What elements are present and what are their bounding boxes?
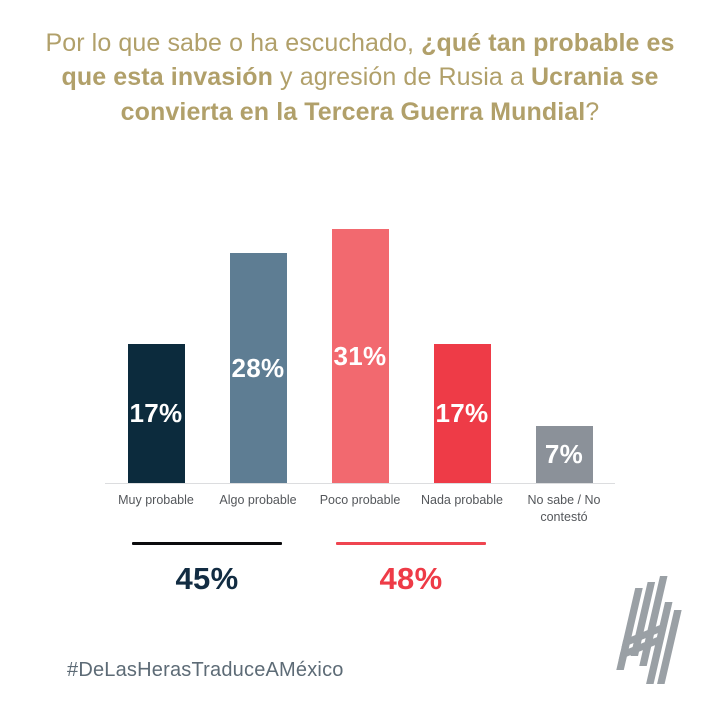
- bar-value-label: 17%: [435, 398, 489, 428]
- bar: 7%: [535, 426, 593, 483]
- bar-chart: 17% 28% 31% 17% 7% Muy probable Algo probable…: [105, 228, 615, 621]
- hashtag-text: #DeLasHerasTraduceAMéxico: [67, 659, 344, 681]
- group-underline: [132, 541, 282, 545]
- title-segment: y agresión de Rusia a: [273, 63, 532, 92]
- category-label: No sabe / No contestó: [527, 493, 601, 524]
- bar-value-label: 31%: [333, 340, 387, 371]
- bar-column: 17%: [105, 228, 207, 483]
- title-segment: ¿qué tan probable es que esta invasión: [61, 29, 675, 92]
- group-percentage: 45%: [175, 560, 239, 596]
- bar: 17%: [127, 344, 185, 483]
- bar: 17%: [433, 344, 491, 483]
- category-label: Muy probable: [118, 493, 194, 507]
- group-summary: 45%: [105, 526, 309, 597]
- category-label: Algo probable: [219, 493, 297, 507]
- group-summary-row: 45% 48%: [105, 526, 615, 621]
- title-segment: ?: [585, 97, 600, 126]
- brand-logo-icon: [616, 576, 682, 684]
- bar-column: 31%: [309, 228, 411, 483]
- bar-column: 17%: [411, 228, 513, 483]
- title-segment: Ucrania se convierta en la Tercera Guerr…: [120, 63, 659, 126]
- bar-value-label: 28%: [231, 352, 285, 383]
- bar: 28%: [229, 253, 287, 483]
- title-segment: Por lo que sabe o ha escuchado,: [45, 29, 422, 57]
- category-label: Nada probable: [420, 493, 503, 507]
- bar-column: 7%: [513, 228, 615, 483]
- group-underline: [336, 541, 486, 545]
- bar-value-label: 17%: [129, 398, 183, 428]
- category-label: Poco probable: [319, 493, 401, 507]
- bar: 31%: [331, 229, 389, 483]
- plot-area: 17% 28% 31% 17% 7%: [105, 228, 615, 484]
- category-axis: Muy probable Algo probable Poco probable Na…: [105, 484, 615, 526]
- bar-column: 28%: [207, 228, 309, 483]
- survey-question-title: Por lo que sabe o ha escuchado, ¿qué tan…: [38, 26, 682, 129]
- bar-value-label: 7%: [544, 439, 584, 469]
- group-percentage: 48%: [379, 560, 443, 596]
- group-summary: 48%: [309, 526, 513, 597]
